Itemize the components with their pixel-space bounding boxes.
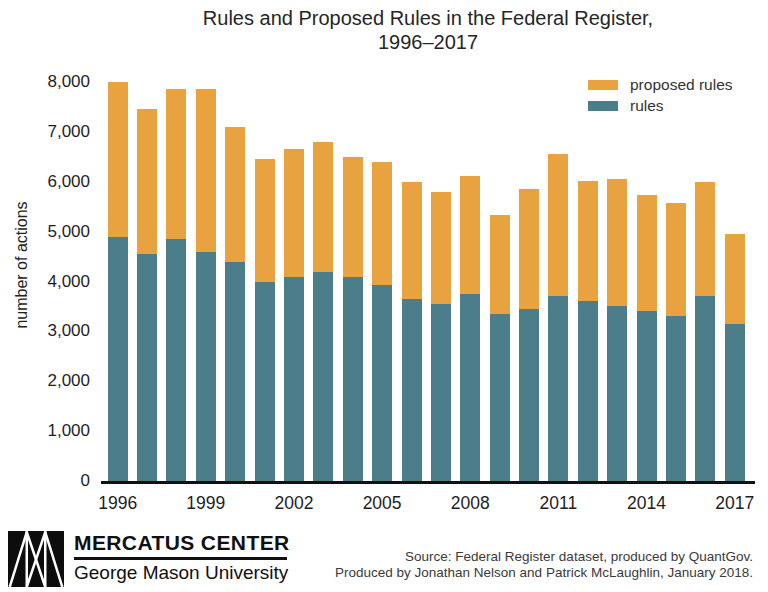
bar-1998-rules bbox=[166, 239, 186, 481]
bar-2009-proposed-rules bbox=[490, 215, 510, 314]
bar-2015-rules bbox=[666, 316, 686, 481]
y-tick-label-0: 0 bbox=[81, 471, 90, 491]
source-attribution: Source: Federal Register dataset, produc… bbox=[335, 549, 753, 581]
y-tick-label-2000: 2,000 bbox=[47, 371, 90, 391]
bar-2007-rules bbox=[431, 304, 451, 481]
x-tick-label-2017: 2017 bbox=[715, 493, 754, 514]
bar-2000-rules bbox=[225, 262, 245, 481]
bar-1999-rules bbox=[196, 252, 216, 481]
bar-2017-proposed-rules bbox=[725, 234, 745, 324]
bar-2012-proposed-rules bbox=[578, 181, 598, 302]
bar-2004-proposed-rules bbox=[343, 157, 363, 277]
bar-2005-rules bbox=[372, 285, 392, 481]
bar-2015-proposed-rules bbox=[666, 203, 686, 316]
source-line-1: Source: Federal Register dataset, produc… bbox=[335, 549, 753, 565]
bar-2013-rules bbox=[607, 306, 627, 481]
y-tick-label-1000: 1,000 bbox=[47, 421, 90, 441]
y-tick-label-4000: 4,000 bbox=[47, 272, 90, 292]
mercatus-wordmark: MERCATUS CENTER George Mason University bbox=[74, 532, 290, 583]
bar-2009-rules bbox=[490, 314, 510, 481]
bar-2013-proposed-rules bbox=[607, 179, 627, 306]
x-axis: 1996 1999 2002 2005 2008 2011 2014 2017 bbox=[101, 493, 755, 517]
source-line-2: Produced by Jonathan Nelson and Patrick … bbox=[335, 565, 753, 581]
y-tick-label-7000: 7,000 bbox=[47, 122, 90, 142]
bar-2001-proposed-rules bbox=[255, 159, 275, 281]
x-tick-label-1996: 1996 bbox=[98, 493, 137, 514]
bar-1997-rules bbox=[137, 254, 157, 481]
bar-2011-rules bbox=[548, 296, 568, 481]
bar-2002-rules bbox=[284, 277, 304, 481]
wordmark-divider bbox=[74, 557, 287, 560]
bar-1999-proposed-rules bbox=[196, 89, 216, 251]
y-tick-label-3000: 3,000 bbox=[47, 321, 90, 341]
bar-2012-rules bbox=[578, 301, 598, 481]
bar-1998-proposed-rules bbox=[166, 89, 186, 239]
chart-canvas: Rules and Proposed Rules in the Federal … bbox=[0, 0, 768, 592]
bar-2017-rules bbox=[725, 324, 745, 481]
bar-2010-rules bbox=[519, 309, 539, 481]
x-tick-label-2008: 2008 bbox=[451, 493, 490, 514]
bar-2008-rules bbox=[460, 294, 480, 481]
bar-2003-rules bbox=[313, 272, 333, 481]
bar-2007-proposed-rules bbox=[431, 192, 451, 304]
chart-title: Rules and Proposed Rules in the Federal … bbox=[101, 6, 755, 54]
bar-2016-proposed-rules bbox=[695, 182, 715, 297]
bar-2002-proposed-rules bbox=[284, 149, 304, 276]
x-tick-label-2014: 2014 bbox=[627, 493, 666, 514]
y-tick-label-6000: 6,000 bbox=[47, 172, 90, 192]
bar-2006-rules bbox=[402, 299, 422, 481]
bar-1996-rules bbox=[108, 237, 128, 481]
x-tick-label-2011: 2011 bbox=[540, 493, 578, 514]
bar-2010-proposed-rules bbox=[519, 189, 539, 309]
bar-2004-rules bbox=[343, 277, 363, 481]
bar-1997-proposed-rules bbox=[137, 109, 157, 254]
bar-2003-proposed-rules bbox=[313, 142, 333, 272]
george-mason-university-text: George Mason University bbox=[74, 562, 290, 583]
bar-2016-rules bbox=[695, 296, 715, 481]
bar-2014-proposed-rules bbox=[637, 195, 657, 311]
bar-2000-proposed-rules bbox=[225, 127, 245, 262]
chart-title-line2: 1996–2017 bbox=[101, 30, 755, 54]
bar-2014-rules bbox=[637, 311, 657, 481]
bar-2006-proposed-rules bbox=[402, 182, 422, 299]
x-tick-label-2002: 2002 bbox=[275, 493, 314, 514]
plot-area bbox=[101, 82, 755, 484]
x-tick-label-1999: 1999 bbox=[186, 493, 225, 514]
bar-2001-rules bbox=[255, 282, 275, 482]
bar-2008-proposed-rules bbox=[460, 176, 480, 294]
bar-1996-proposed-rules bbox=[108, 82, 128, 237]
x-tick-label-2005: 2005 bbox=[363, 493, 402, 514]
bar-2011-proposed-rules bbox=[548, 154, 568, 296]
chart-title-line1: Rules and Proposed Rules in the Federal … bbox=[101, 6, 755, 30]
y-tick-label-8000: 8,000 bbox=[47, 72, 90, 92]
mercatus-logo-icon bbox=[8, 531, 64, 587]
y-tick-label-5000: 5,000 bbox=[47, 222, 90, 242]
mercatus-center-text: MERCATUS CENTER bbox=[74, 532, 290, 554]
bar-2005-proposed-rules bbox=[372, 162, 392, 285]
y-axis: 0 1,000 2,000 3,000 4,000 5,000 6,000 7,000 8,00… bbox=[0, 0, 90, 592]
